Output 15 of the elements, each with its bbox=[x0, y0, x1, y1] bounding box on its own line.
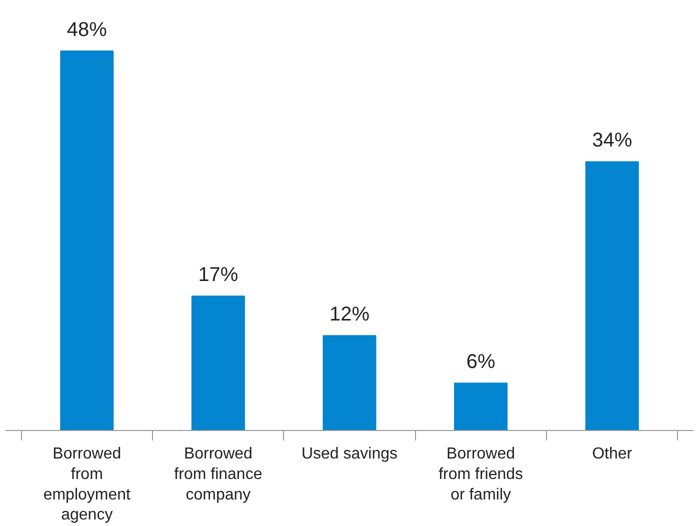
bar bbox=[454, 382, 508, 430]
bar bbox=[60, 50, 114, 430]
bar bbox=[322, 335, 376, 430]
bar bbox=[191, 296, 245, 430]
x-tick-label: Other bbox=[592, 446, 633, 462]
data-label: 12% bbox=[329, 304, 370, 326]
data-label: 48% bbox=[66, 19, 108, 42]
data-label: 34% bbox=[592, 130, 632, 152]
data-label: 17% bbox=[198, 264, 238, 286]
x-tick-label: Borrowed from friends or family bbox=[438, 446, 524, 504]
data-label: 6% bbox=[466, 351, 496, 374]
x-tick-label: Used savings bbox=[301, 446, 398, 462]
bar bbox=[585, 161, 639, 430]
x-tick-label: Borrowed from finance company bbox=[174, 446, 262, 504]
x-tick-label: Borrowed from employment agency bbox=[43, 446, 132, 524]
